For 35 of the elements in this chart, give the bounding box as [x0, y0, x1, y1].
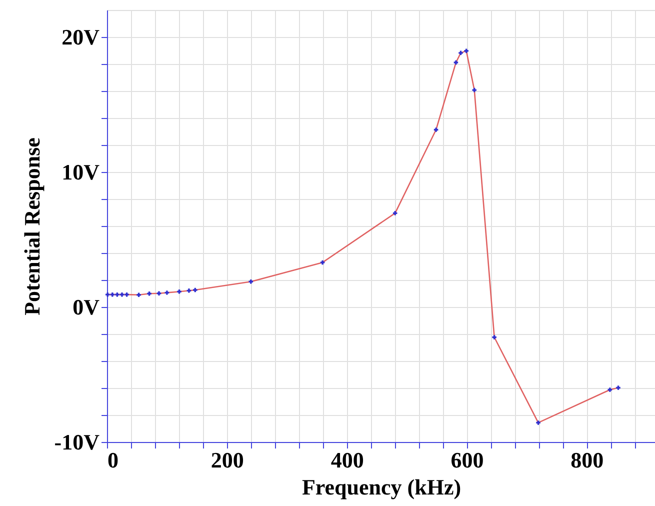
point	[536, 420, 540, 425]
point	[464, 48, 468, 54]
point	[110, 292, 115, 297]
point	[136, 292, 141, 297]
x-tick-label: 800	[570, 448, 604, 472]
point	[120, 292, 124, 297]
y-tick-label: 0V	[72, 294, 100, 320]
point	[164, 290, 170, 295]
point	[434, 128, 438, 132]
point	[124, 292, 129, 297]
y-tick-label: 10V	[62, 160, 100, 184]
x-axis-title: Frequency (kHz)	[302, 474, 462, 500]
point	[616, 386, 620, 390]
point	[177, 289, 182, 294]
point	[115, 292, 120, 297]
y-tick-label: -10V	[54, 430, 100, 454]
point	[320, 260, 325, 265]
point	[392, 211, 398, 216]
point	[156, 291, 162, 296]
point	[186, 288, 192, 293]
x-tick-label: 0	[108, 448, 118, 472]
point	[193, 288, 198, 292]
point	[472, 88, 476, 92]
point	[458, 50, 463, 56]
y-tick-label: 20V	[62, 24, 100, 50]
y-axis-title: Potential Response	[19, 137, 44, 316]
x-tick-label: 400	[330, 448, 364, 472]
x-tick-label: 600	[450, 448, 484, 472]
point	[454, 60, 458, 65]
point	[608, 388, 612, 392]
point	[492, 335, 496, 340]
line-series	[106, 50, 619, 424]
x-tick-label: 200	[210, 448, 244, 472]
point	[105, 292, 110, 297]
point	[147, 292, 152, 296]
